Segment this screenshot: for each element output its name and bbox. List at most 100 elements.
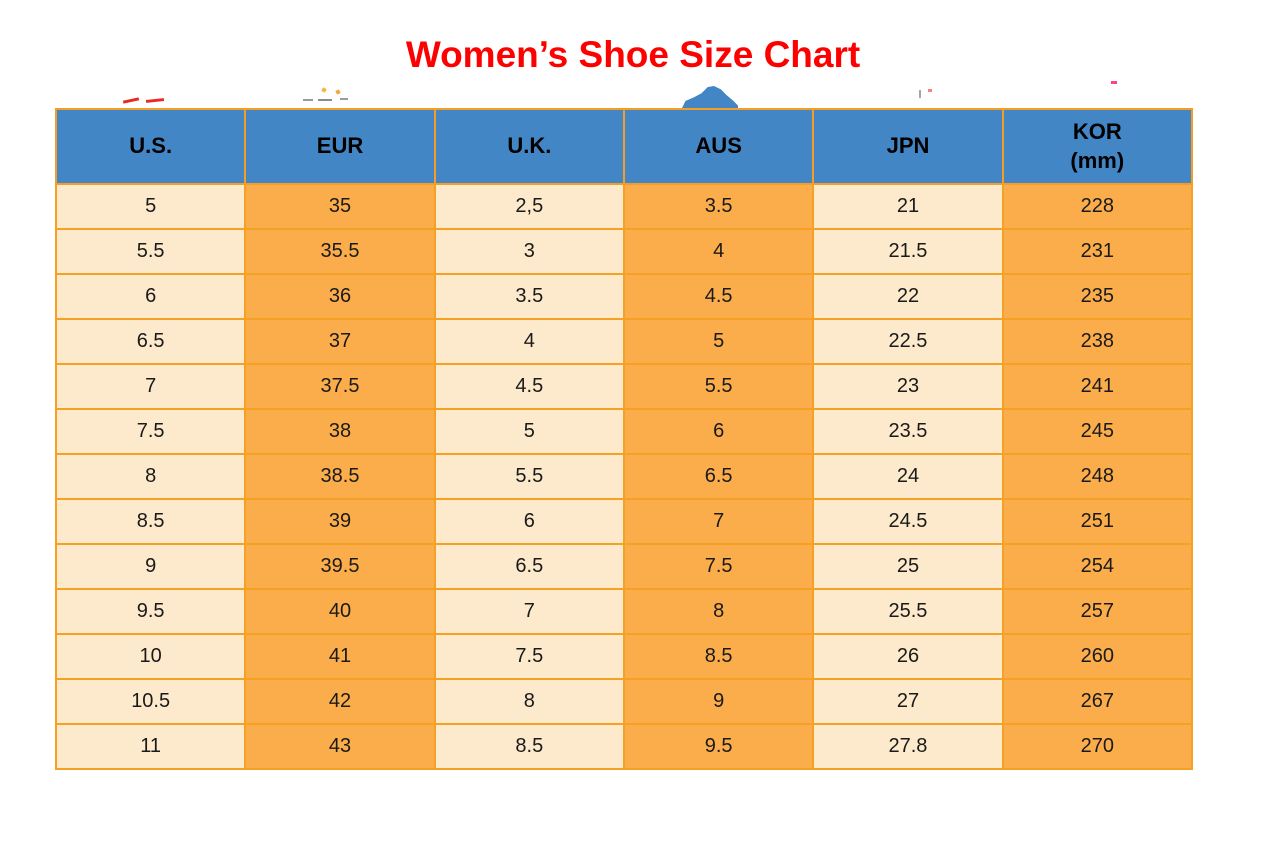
cell: 36 bbox=[244, 273, 436, 320]
page-title: Women’s Shoe Size Chart bbox=[405, 34, 861, 75]
table-row: 7.5 38 5 6 23.5 245 bbox=[54, 408, 1194, 455]
cell: 22.5 bbox=[812, 318, 1004, 365]
cell: 6 bbox=[54, 273, 247, 320]
column-header-aus: AUS bbox=[622, 108, 815, 185]
cell: 8.5 bbox=[622, 633, 815, 680]
cell: 238 bbox=[1001, 318, 1194, 365]
table-row: 6 36 3.5 4.5 22 235 bbox=[54, 273, 1194, 320]
cell: 6.5 bbox=[622, 453, 815, 500]
table-row: 5 35 2,5 3.5 21 228 bbox=[54, 183, 1194, 230]
cell: 228 bbox=[1001, 183, 1194, 230]
cell: 251 bbox=[1001, 498, 1194, 545]
orange-speck-artifact bbox=[321, 87, 327, 93]
gray-mark-artifact bbox=[340, 98, 348, 100]
column-header-kor-line2: (mm) bbox=[1070, 147, 1125, 173]
cell: 38 bbox=[244, 408, 436, 455]
cell: 5 bbox=[433, 408, 625, 455]
table-row: 5.5 35.5 3 4 21.5 231 bbox=[54, 228, 1194, 275]
cell: 39 bbox=[244, 498, 436, 545]
table-row: 9.5 40 7 8 25.5 257 bbox=[54, 588, 1194, 635]
cell: 257 bbox=[1001, 588, 1194, 635]
cell: 3 bbox=[433, 228, 625, 275]
cell: 4 bbox=[433, 318, 625, 365]
cell: 37 bbox=[244, 318, 436, 365]
gray-mark-artifact bbox=[919, 90, 921, 98]
gray-mark-artifact bbox=[318, 99, 332, 101]
cell: 4.5 bbox=[433, 363, 625, 410]
cell: 267 bbox=[1001, 678, 1194, 725]
cell: 42 bbox=[244, 678, 436, 725]
cell: 231 bbox=[1001, 228, 1194, 275]
cell: 43 bbox=[244, 723, 436, 770]
cell: 5 bbox=[622, 318, 815, 365]
column-header-kor-line1: KOR bbox=[1072, 118, 1122, 144]
orange-speck-artifact bbox=[335, 89, 341, 95]
cell: 8.5 bbox=[54, 498, 247, 545]
cell: 41 bbox=[244, 633, 436, 680]
cell: 7 bbox=[622, 498, 815, 545]
cell: 37.5 bbox=[244, 363, 436, 410]
cell: 245 bbox=[1001, 408, 1194, 455]
column-header-jpn: JPN bbox=[812, 108, 1004, 185]
ink-blob-artifact bbox=[681, 86, 738, 110]
cell: 6.5 bbox=[54, 318, 247, 365]
cell: 4 bbox=[622, 228, 815, 275]
column-header-us: U.S. bbox=[54, 108, 247, 185]
column-header-eur: EUR bbox=[244, 108, 436, 185]
cell: 7 bbox=[54, 363, 247, 410]
table-row: 10.5 42 8 9 27 267 bbox=[54, 678, 1194, 725]
cell: 24 bbox=[812, 453, 1004, 500]
cell: 24.5 bbox=[812, 498, 1004, 545]
red-scribble-artifact bbox=[122, 97, 140, 104]
cell: 25 bbox=[812, 543, 1004, 590]
red-scribble-artifact bbox=[145, 98, 165, 103]
cell: 241 bbox=[1001, 363, 1194, 410]
size-chart-table: U.S. EUR U.K. AUS JPN KOR (mm) 5 35 2,5 3.5… bbox=[54, 108, 1194, 770]
cell: 9 bbox=[54, 543, 247, 590]
cell: 5.5 bbox=[622, 363, 815, 410]
cell: 27.8 bbox=[812, 723, 1004, 770]
table-row: 8.5 39 6 7 24.5 251 bbox=[54, 498, 1194, 545]
cell: 4.5 bbox=[622, 273, 815, 320]
cell: 2,5 bbox=[433, 183, 625, 230]
cell: 7.5 bbox=[622, 543, 815, 590]
cell: 6.5 bbox=[433, 543, 625, 590]
cell: 6 bbox=[433, 498, 625, 545]
table-row: 10 41 7.5 8.5 26 260 bbox=[54, 633, 1194, 680]
cell: 39.5 bbox=[244, 543, 436, 590]
cell: 8 bbox=[622, 588, 815, 635]
cell: 8 bbox=[433, 678, 625, 725]
table-row: 6.5 37 4 5 22.5 238 bbox=[54, 318, 1194, 365]
cell: 6 bbox=[622, 408, 815, 455]
cell: 9 bbox=[622, 678, 815, 725]
pink-speck-artifact bbox=[1111, 81, 1117, 84]
cell: 248 bbox=[1001, 453, 1194, 500]
cell: 270 bbox=[1001, 723, 1194, 770]
cell: 254 bbox=[1001, 543, 1194, 590]
cell: 11 bbox=[54, 723, 247, 770]
cell: 23.5 bbox=[812, 408, 1004, 455]
cell: 23 bbox=[812, 363, 1004, 410]
pink-speck-artifact bbox=[928, 89, 932, 92]
cell: 35.5 bbox=[244, 228, 436, 275]
table-row: 11 43 8.5 9.5 27.8 270 bbox=[54, 723, 1194, 770]
table-row: 9 39.5 6.5 7.5 25 254 bbox=[54, 543, 1194, 590]
cell: 7.5 bbox=[433, 633, 625, 680]
column-header-kor: KOR (mm) bbox=[1001, 108, 1194, 185]
column-header-uk: U.K. bbox=[433, 108, 625, 185]
cell: 35 bbox=[244, 183, 436, 230]
cell: 235 bbox=[1001, 273, 1194, 320]
cell: 25.5 bbox=[812, 588, 1004, 635]
cell: 7 bbox=[433, 588, 625, 635]
cell: 9.5 bbox=[622, 723, 815, 770]
table-header-row: U.S. EUR U.K. AUS JPN KOR (mm) bbox=[54, 108, 1194, 185]
cell: 7.5 bbox=[54, 408, 247, 455]
cell: 27 bbox=[812, 678, 1004, 725]
cell: 8 bbox=[54, 453, 247, 500]
cell: 21.5 bbox=[812, 228, 1004, 275]
cell: 3.5 bbox=[622, 183, 815, 230]
cell: 22 bbox=[812, 273, 1004, 320]
cell: 5 bbox=[54, 183, 247, 230]
cell: 5.5 bbox=[54, 228, 247, 275]
